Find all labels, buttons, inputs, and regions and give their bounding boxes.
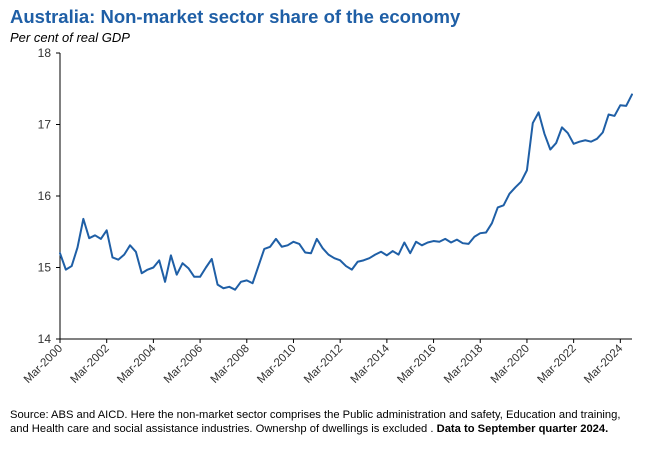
x-tick-label: Mar-2000 [22,343,65,386]
y-tick-label: 17 [38,118,52,132]
y-axis-unit-label: Per cent of real GDP [10,30,130,45]
x-tick-label: Mar-2020 [489,343,532,386]
x-tick-label: Mar-2018 [442,343,485,386]
x-tick-label: Mar-2006 [162,343,205,386]
x-tick-label: Mar-2012 [302,343,345,386]
x-tick-label: Mar-2016 [395,343,438,386]
x-tick-label: Mar-2002 [69,343,112,386]
y-tick-label: 15 [38,261,52,275]
y-tick-label: 16 [38,189,52,203]
x-tick-label: Mar-2024 [582,342,626,386]
chart-title: Australia: Non-market sector share of th… [10,6,461,27]
x-tick-label: Mar-2004 [115,342,159,386]
x-tick-label: Mar-2022 [535,343,578,386]
source-text: Source: ABS and AICD. Here the non-marke… [10,409,621,435]
y-tick-label: 14 [38,332,52,346]
x-tick-label: Mar-2008 [209,343,252,386]
source-data-date: Data to September quarter 2024. [436,423,609,435]
y-tick-label: 18 [38,46,52,60]
source-note: Source: ABS and AICD. Here the non-marke… [10,408,642,436]
x-tick-label: Mar-2014 [349,342,393,386]
series-line-non-market-share [59,93,633,291]
x-tick-label: Mar-2010 [255,343,298,386]
